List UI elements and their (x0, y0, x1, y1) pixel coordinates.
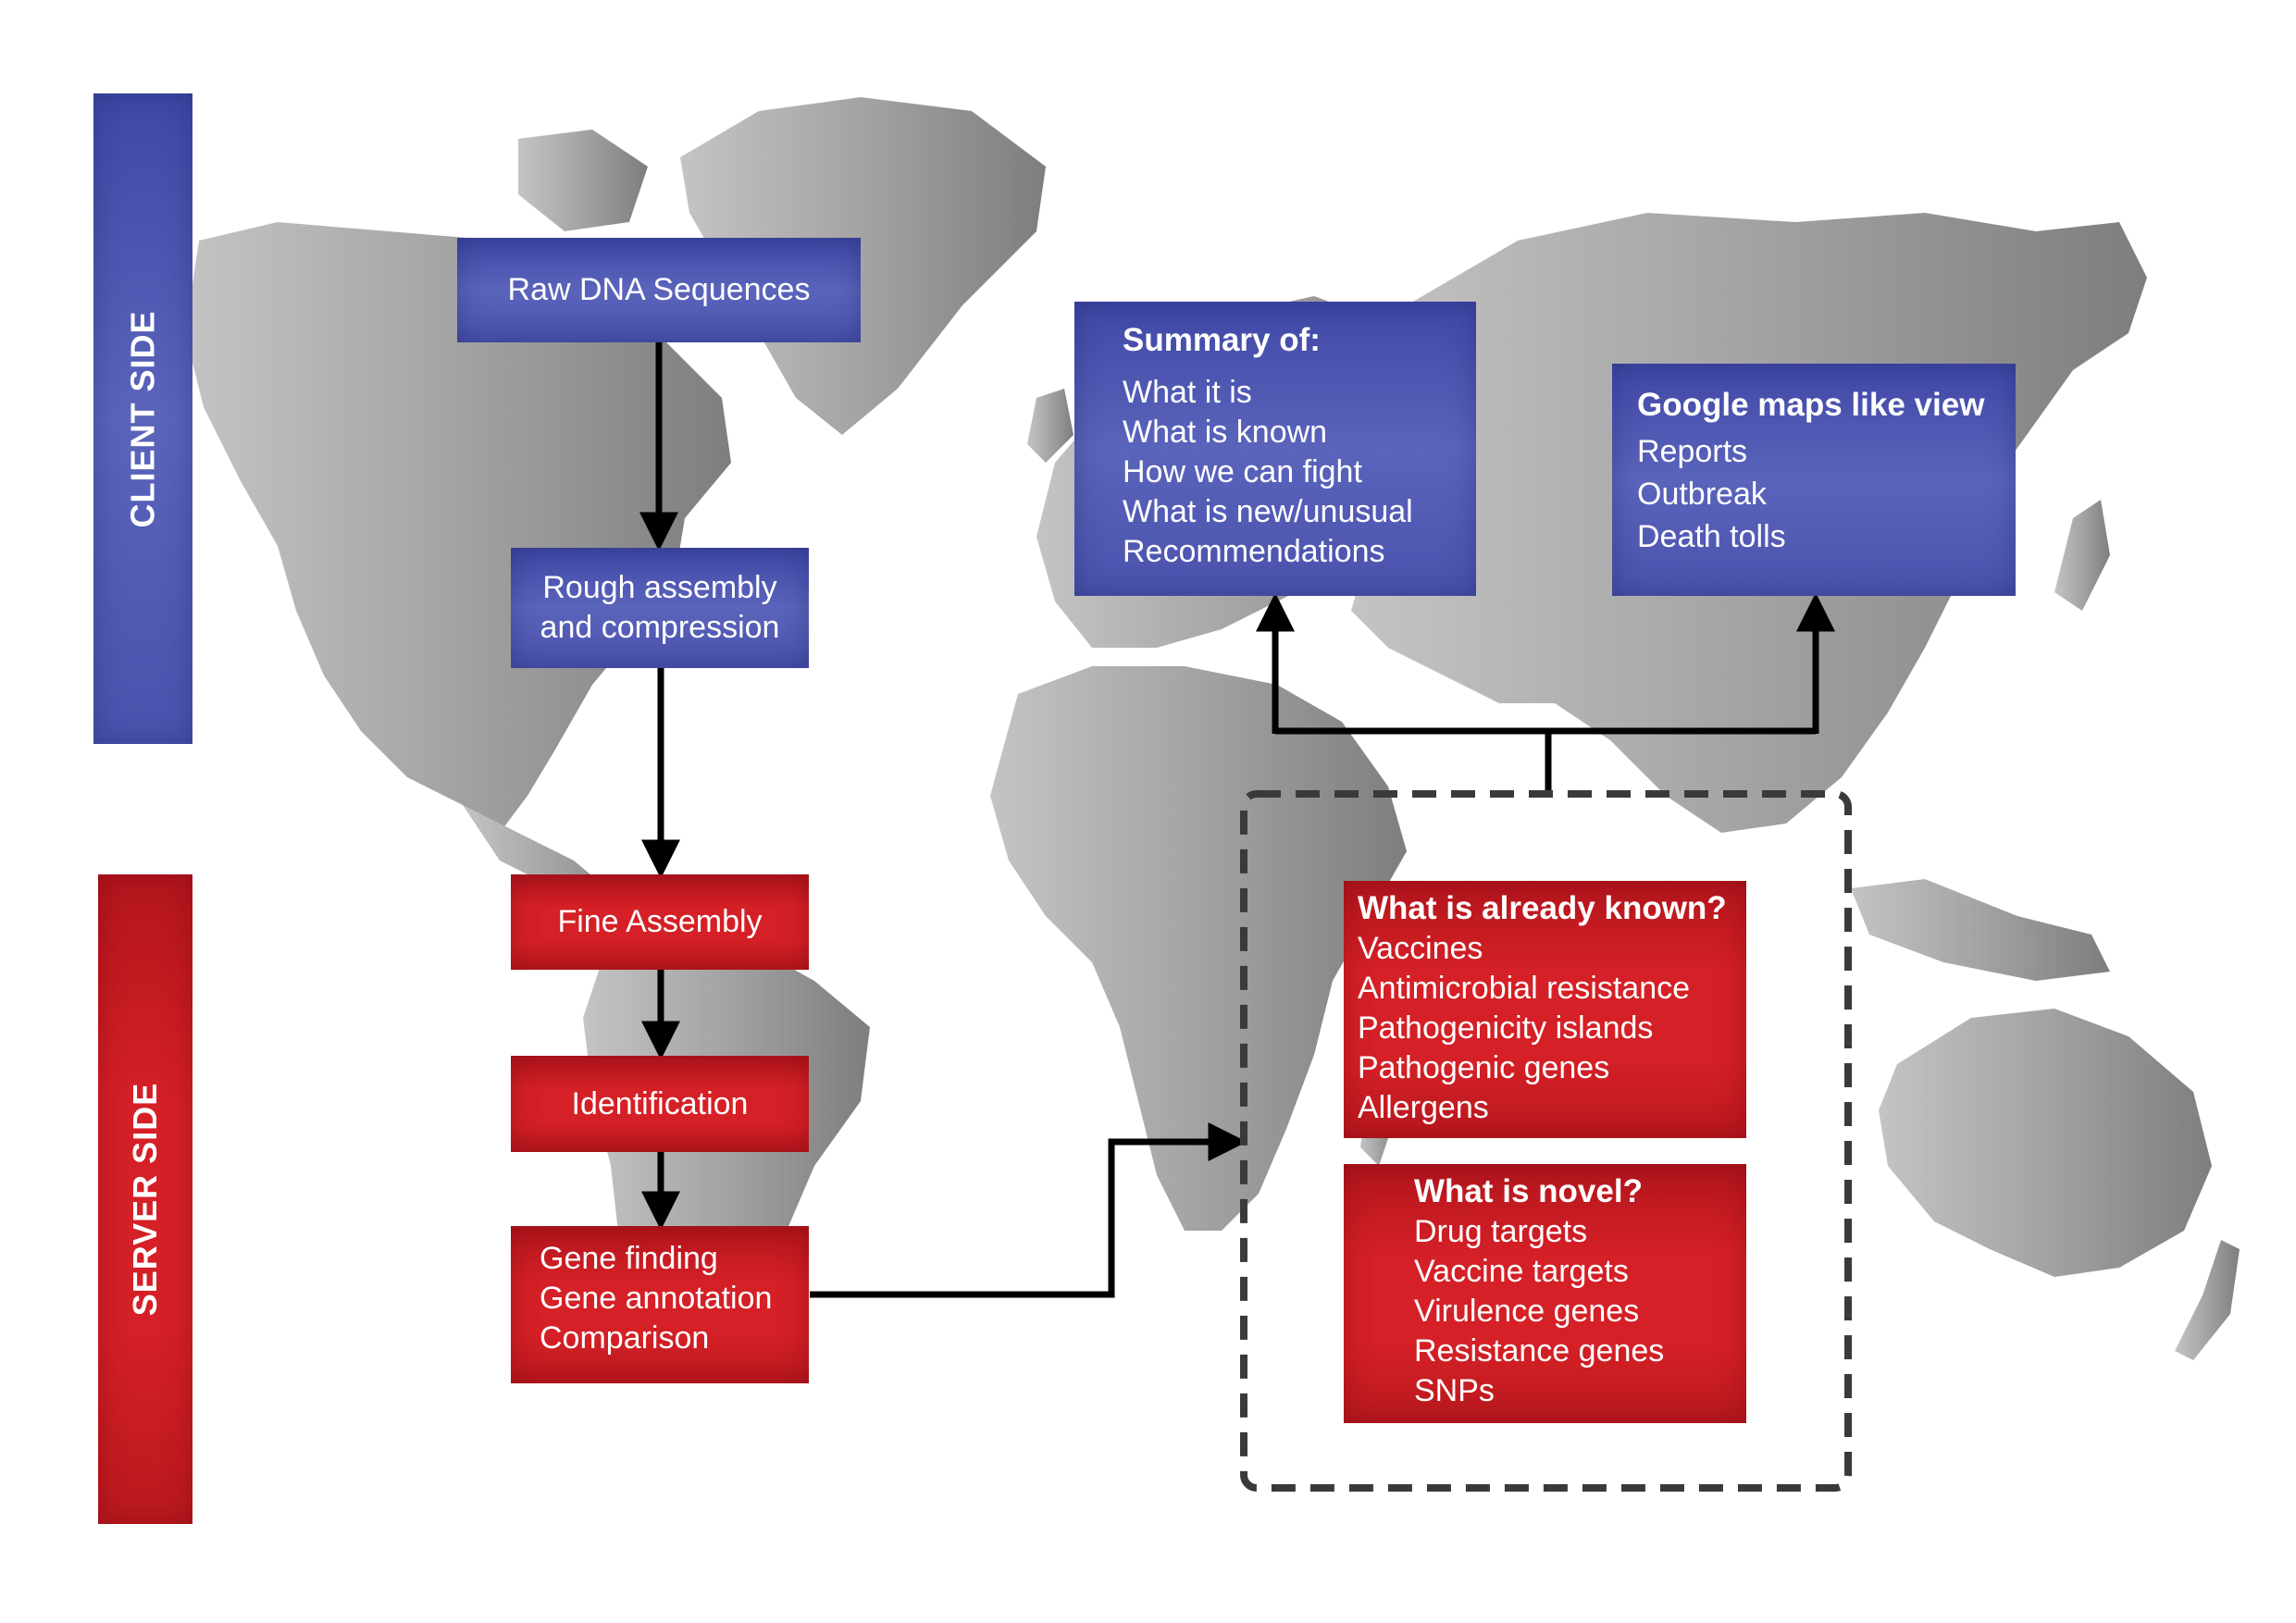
summary-item: What it is (1123, 375, 1252, 410)
maps-view-item: Reports (1637, 434, 1748, 469)
summary-item: How we can fight (1123, 454, 1362, 489)
already-known-item: Vaccines (1358, 931, 1483, 966)
africa-landmass (990, 666, 1407, 1231)
novel-item: SNPs (1414, 1373, 1495, 1408)
identification-label: Identification (571, 1085, 749, 1121)
uk-landmass (1027, 389, 1074, 463)
summary-item: What is known (1123, 415, 1328, 450)
raw-dna-sequences-box: Raw DNA Sequences (457, 238, 861, 342)
novel-title: What is novel? (1414, 1173, 1643, 1209)
japan-landmass (2054, 500, 2110, 611)
gene-annotation-label: Gene annotation (540, 1281, 773, 1316)
southeast-asia-islands (1851, 879, 2110, 981)
comparison-label: Comparison (540, 1320, 710, 1356)
novel-item: Virulence genes (1414, 1294, 1640, 1329)
client-side-bar: CLIENT SIDE (93, 93, 192, 744)
already-known-item: Allergens (1358, 1090, 1489, 1125)
arrow-gene-to-analysis (810, 1122, 1247, 1298)
north-america-landmass (185, 222, 731, 833)
analysis-dashed-frame (1240, 790, 1852, 1492)
already-known-item: Pathogenicity islands (1358, 1010, 1654, 1046)
already-known-box: What is already known? Vaccines Antimicr… (1344, 881, 1746, 1138)
summary-item: What is new/unusual (1123, 494, 1413, 529)
novel-item: Resistance genes (1414, 1333, 1665, 1369)
summary-title: Summary of: (1123, 322, 1321, 358)
greenland-landmass (680, 97, 1046, 435)
already-known-title: What is already known? (1358, 890, 1727, 926)
fine-assembly-label: Fine Assembly (557, 904, 763, 939)
already-known-item: Pathogenic genes (1358, 1050, 1610, 1085)
gene-analysis-box: Gene finding Gene annotation Comparison (511, 1226, 809, 1383)
maps-view-title: Google maps like view (1637, 387, 1985, 423)
arctic-islands-landmass (518, 130, 648, 231)
fine-assembly-box: Fine Assembly (511, 874, 809, 970)
raw-dna-label: Raw DNA Sequences (507, 272, 811, 307)
identification-box: Identification (511, 1056, 809, 1152)
novel-item: Vaccine targets (1414, 1254, 1629, 1289)
australia-landmass (1879, 1009, 2212, 1277)
maps-view-box: Google maps like view Reports Outbreak D… (1612, 364, 2016, 596)
novel-item: Drug targets (1414, 1214, 1588, 1249)
summary-item: Recommendations (1123, 534, 1385, 569)
already-known-item: Antimicrobial resistance (1358, 971, 1691, 1006)
rough-assembly-line-2: and compression (540, 610, 780, 645)
maps-view-item: Outbreak (1637, 477, 1767, 512)
novel-box: What is novel? Drug targets Vaccine targ… (1344, 1164, 1746, 1423)
gene-finding-label: Gene finding (540, 1241, 718, 1276)
summary-box: Summary of: What it is What is known How… (1074, 302, 1476, 596)
maps-view-item: Death tolls (1637, 519, 1786, 554)
rough-assembly-box: Rough assembly and compression (511, 548, 809, 668)
rough-assembly-line-1: Rough assembly (542, 570, 777, 605)
server-side-bar: SERVER SIDE (98, 874, 192, 1524)
new-zealand-landmass (2175, 1240, 2240, 1360)
